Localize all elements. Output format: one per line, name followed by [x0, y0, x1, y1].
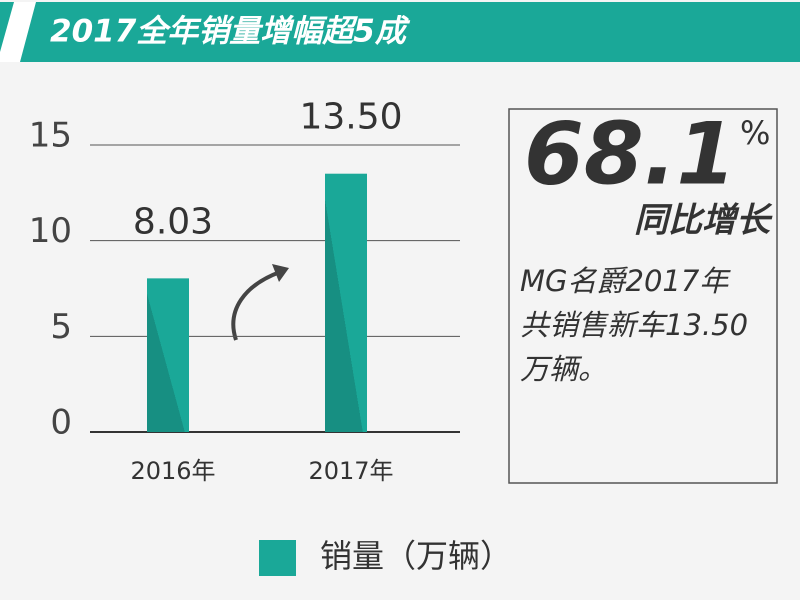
note-line: 万辆。 [520, 352, 607, 386]
note-box [508, 108, 778, 484]
bar [325, 173, 367, 432]
y-tick-label: 5 [50, 307, 72, 347]
title-band [0, 2, 800, 62]
y-tick-label: 0 [50, 403, 72, 443]
growth-unit: % [740, 114, 770, 152]
bar [147, 278, 189, 432]
note-line: MG名爵2017年 [520, 264, 731, 298]
chart-title: 2017全年销量增幅超5成 [50, 14, 411, 50]
x-tick-label: 2016年 [130, 457, 215, 485]
x-tick-label: 2017年 [308, 457, 393, 485]
arrow-head [272, 264, 289, 282]
value-label: 13.50 [299, 97, 402, 138]
legend-swatch [259, 540, 296, 576]
note-line: 共销售新车13.50 [520, 308, 748, 342]
growth-label: 同比增长 [634, 201, 773, 241]
legend-label: 销量（万辆） [320, 537, 512, 575]
growth-value: 68.1 [524, 104, 736, 204]
y-tick-label: 10 [29, 211, 72, 251]
title-stripe [0, 2, 36, 62]
y-tick-label: 15 [29, 116, 72, 156]
arrow [231, 270, 281, 341]
value-label: 8.03 [133, 201, 213, 242]
